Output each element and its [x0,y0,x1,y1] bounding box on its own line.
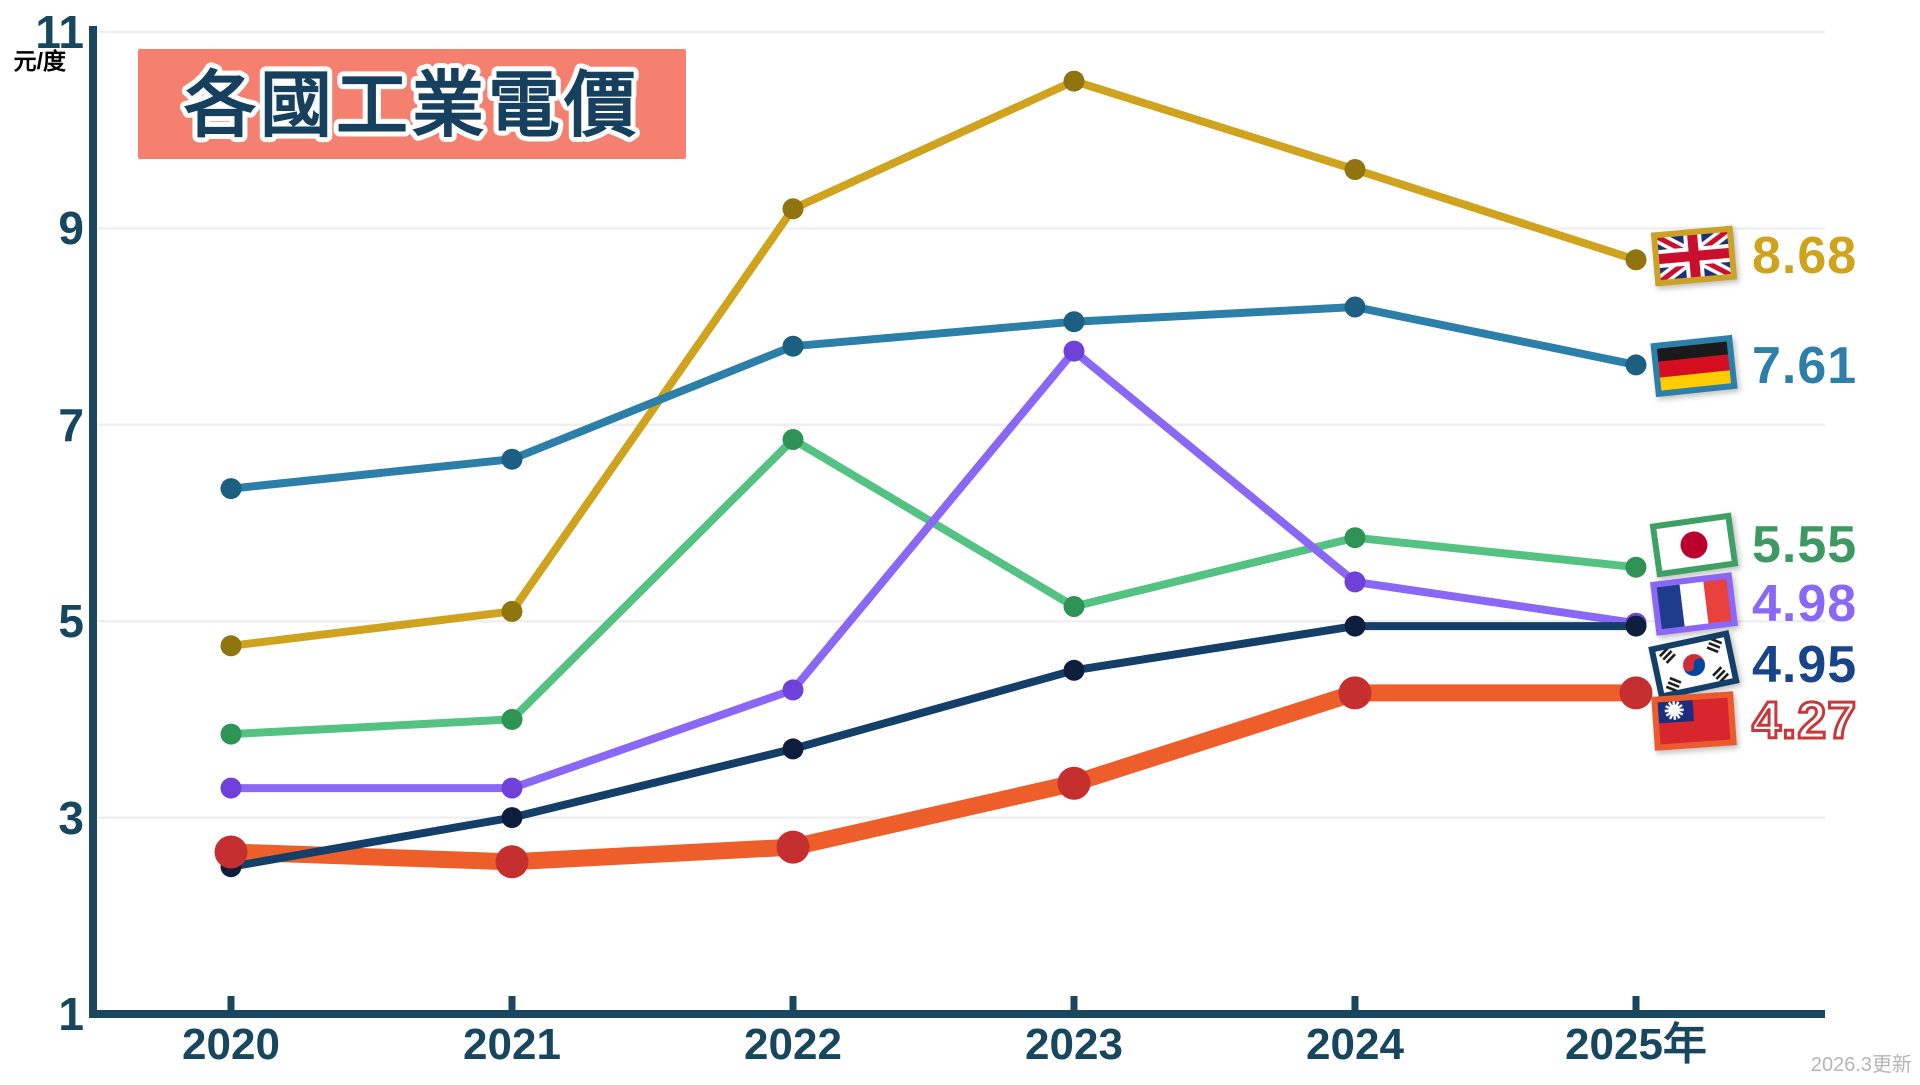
y-tick-label: 1 [58,988,84,1040]
x-tick-label: 2024 [1306,1020,1404,1069]
series-dot-uk-2025 [1625,249,1647,271]
series-line-france [227,347,1640,793]
series-dot-taiwan-2025 [1619,676,1653,710]
germany-flag-icon [1649,334,1738,398]
series-dot-uk-2024 [1344,159,1366,180]
series-line-germany [227,303,1640,493]
series-dot-taiwan-2021 [495,845,529,879]
y-tick-label: 9 [58,202,84,255]
x-tick-label: 2020 [182,1020,280,1069]
updated-note: 2026.3更新 [1810,1054,1912,1076]
legend-value-france: 4.98 [1752,575,1858,633]
series-dot-japan-2020 [220,723,242,745]
series-line-taiwan [222,684,1645,871]
series-dot-germany-2020 [220,478,242,500]
legend-item-germany: 7.61 [1649,334,1858,398]
series-dot-japan-2024 [1344,527,1366,549]
legend-item-taiwan: 4.27 [1650,690,1858,752]
legend-item-uk: 8.68 [1650,224,1858,287]
series-dot-uk-2023 [1063,70,1085,92]
y-tick-label: 5 [58,595,84,648]
uk-flag-icon [1650,224,1739,287]
series-line-korea [227,622,1640,871]
series-dot-korea-2022 [782,738,804,760]
chart-title-box: 各國工業電價 [138,49,686,159]
legend-value-japan: 5.55 [1752,516,1858,574]
series-dot-france-2024 [1344,571,1366,593]
taiwan-flag-icon [1650,690,1738,752]
japan-flag-icon [1649,511,1740,578]
series-dot-uk-2020 [220,635,242,657]
series-dot-korea-2025 [1625,615,1647,637]
series-dot-taiwan-2022 [776,830,810,864]
legend-item-france: 4.98 [1649,571,1858,637]
legend-item-korea: 4.95 [1648,630,1858,700]
series-dot-germany-2022 [782,335,804,357]
chart-title-svg: 各國工業電價 [179,61,641,151]
series-dot-germany-2023 [1063,311,1085,333]
series-dot-uk-2022 [782,198,804,220]
series-dot-germany-2025 [1625,354,1647,376]
series-dot-germany-2024 [1344,296,1366,318]
series-dot-korea-2021 [501,807,523,829]
series-line-uk [227,77,1640,650]
legend-value-taiwan: 4.27 [1750,692,1858,751]
legend-item-japan: 5.55 [1649,512,1858,578]
y-tick-label: 11 [35,6,84,58]
france-flag-icon [1649,571,1739,637]
series-dot-japan-2022 [782,429,804,450]
series-dot-taiwan-2020 [214,835,248,869]
series-dot-japan-2021 [501,708,523,730]
x-tick-label: 2023 [1025,1020,1123,1069]
legend-value-germany: 7.61 [1752,337,1858,395]
y-tick-label: 7 [58,398,84,451]
y-axis-unit-label: 元/度 [13,48,66,74]
series-dot-taiwan-2023 [1057,766,1091,800]
series-dot-korea-2023 [1063,659,1085,681]
legend-value-uk: 8.68 [1752,227,1858,285]
legend-value-korea: 4.95 [1752,636,1858,694]
series-dot-france-2021 [501,777,523,799]
series-dot-japan-2025 [1625,556,1647,578]
series-dot-france-2020 [220,777,242,799]
series-dot-japan-2023 [1063,596,1085,617]
y-tick-label: 3 [58,791,84,844]
series-dot-france-2022 [782,679,804,701]
series-dot-france-2023 [1063,340,1085,362]
x-tick-label: 2025年 [1565,1020,1707,1069]
x-tick-label: 2022 [744,1020,842,1069]
series-dot-uk-2021 [501,600,523,622]
series-dot-korea-2024 [1344,615,1366,637]
chart-title: 各國工業電價 [184,66,640,146]
x-tick-label: 2021 [463,1020,561,1069]
series-dot-germany-2021 [501,448,523,470]
korea-flag-icon [1647,629,1741,701]
series-dot-taiwan-2024 [1338,676,1372,710]
